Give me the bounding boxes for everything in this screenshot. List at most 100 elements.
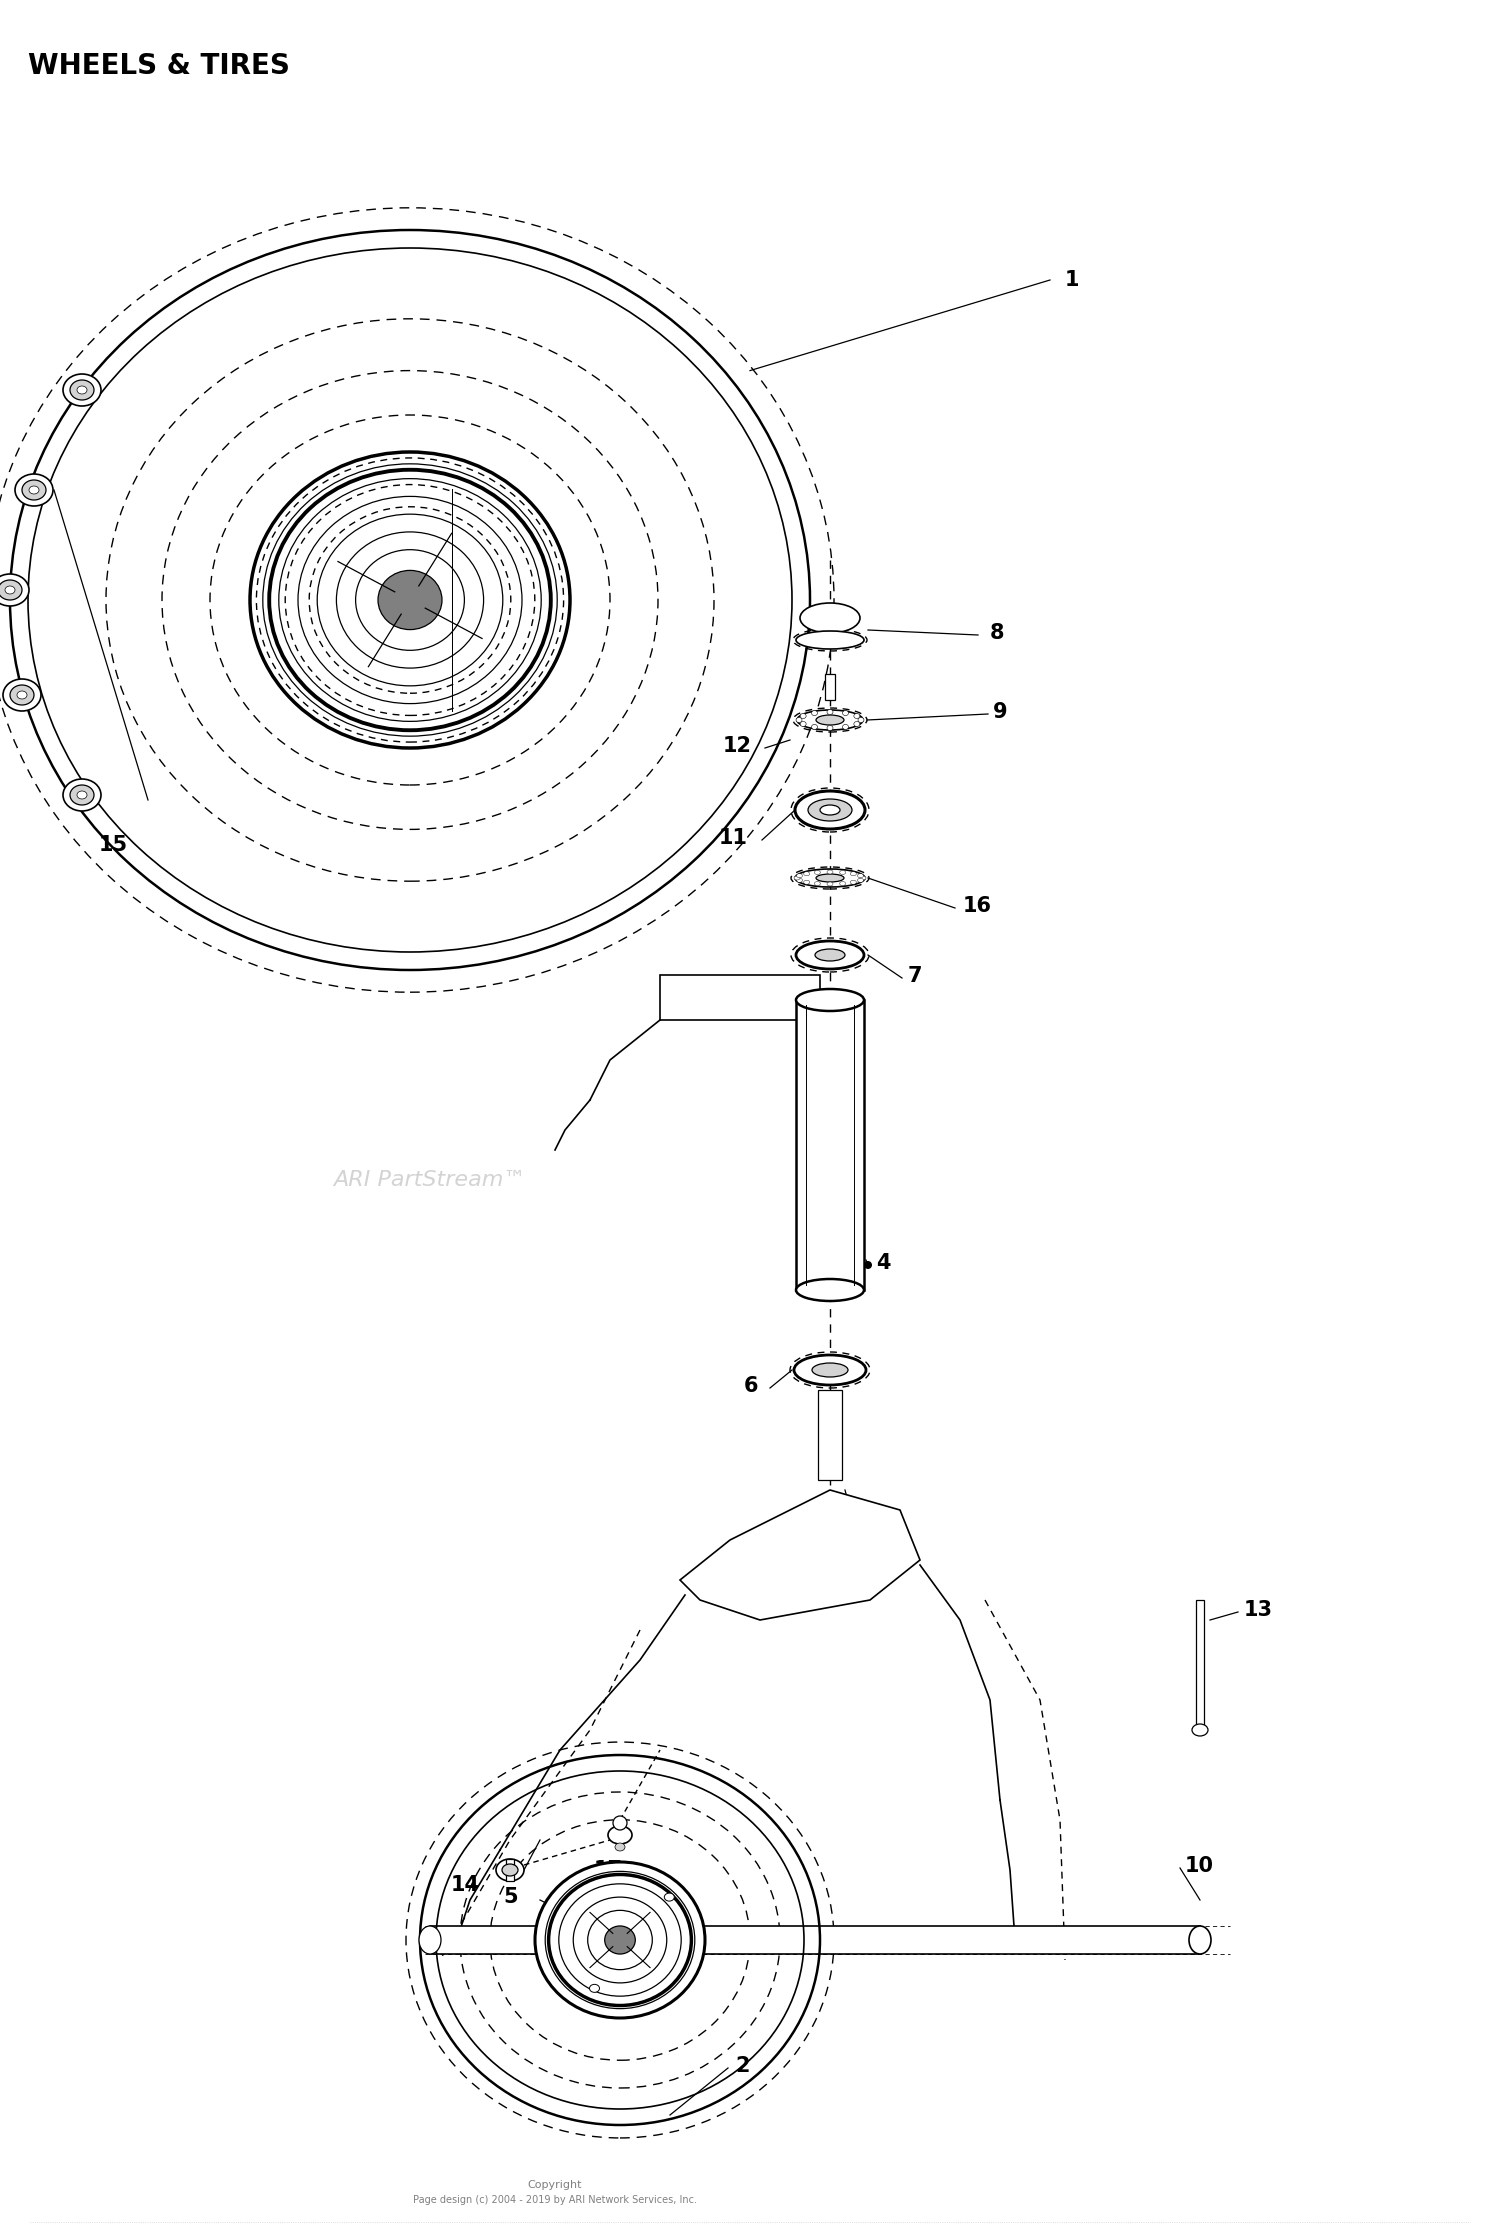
Text: ARI PartStream™: ARI PartStream™ xyxy=(333,1170,526,1191)
Text: 4: 4 xyxy=(876,1253,891,1273)
Ellipse shape xyxy=(794,875,800,880)
Ellipse shape xyxy=(858,873,864,877)
Ellipse shape xyxy=(840,882,846,886)
Text: 1: 1 xyxy=(1065,271,1080,291)
Ellipse shape xyxy=(608,1826,631,1844)
Ellipse shape xyxy=(843,712,849,716)
Ellipse shape xyxy=(1192,1723,1208,1737)
Ellipse shape xyxy=(796,877,802,882)
Bar xyxy=(430,1927,1200,1954)
Ellipse shape xyxy=(796,873,802,877)
Ellipse shape xyxy=(1190,1927,1210,1954)
Ellipse shape xyxy=(840,871,846,875)
Ellipse shape xyxy=(16,692,27,698)
Text: 5: 5 xyxy=(504,1887,518,1907)
Bar xyxy=(825,674,836,700)
Text: 7: 7 xyxy=(908,967,922,987)
Ellipse shape xyxy=(800,602,859,633)
Text: 11: 11 xyxy=(718,828,748,848)
Ellipse shape xyxy=(496,1860,523,1880)
Ellipse shape xyxy=(859,875,865,880)
Ellipse shape xyxy=(812,712,818,716)
Ellipse shape xyxy=(821,806,840,815)
Ellipse shape xyxy=(796,989,864,1012)
Ellipse shape xyxy=(858,718,864,723)
Text: 6: 6 xyxy=(744,1376,758,1397)
Ellipse shape xyxy=(590,1985,600,1992)
Ellipse shape xyxy=(63,374,100,405)
Ellipse shape xyxy=(503,1864,518,1875)
Ellipse shape xyxy=(70,380,94,401)
Ellipse shape xyxy=(850,873,856,875)
Ellipse shape xyxy=(853,714,859,718)
Text: 3: 3 xyxy=(871,1553,886,1573)
Text: 15: 15 xyxy=(99,835,128,855)
Ellipse shape xyxy=(63,779,100,810)
Ellipse shape xyxy=(604,1927,636,1954)
Ellipse shape xyxy=(827,709,833,714)
Bar xyxy=(796,1000,864,1289)
Text: 14: 14 xyxy=(452,1875,480,1896)
Ellipse shape xyxy=(815,882,821,886)
Ellipse shape xyxy=(827,882,833,886)
Ellipse shape xyxy=(796,718,802,723)
Ellipse shape xyxy=(28,486,39,495)
Ellipse shape xyxy=(804,880,810,884)
Ellipse shape xyxy=(615,1844,626,1851)
Text: 16: 16 xyxy=(963,895,992,915)
Ellipse shape xyxy=(3,678,40,712)
Ellipse shape xyxy=(22,479,46,499)
Text: 17: 17 xyxy=(594,1860,622,1880)
Ellipse shape xyxy=(251,452,570,747)
Ellipse shape xyxy=(76,790,87,799)
Text: 10: 10 xyxy=(1185,1855,1214,1875)
Ellipse shape xyxy=(10,685,34,705)
Ellipse shape xyxy=(0,580,22,600)
Ellipse shape xyxy=(800,714,806,718)
Text: 12: 12 xyxy=(723,736,752,756)
Ellipse shape xyxy=(812,1363,847,1376)
Ellipse shape xyxy=(812,725,818,730)
Ellipse shape xyxy=(804,873,810,875)
Ellipse shape xyxy=(853,721,859,727)
Ellipse shape xyxy=(800,721,806,727)
Text: 8: 8 xyxy=(990,622,1005,642)
Text: Copyright: Copyright xyxy=(528,2180,582,2191)
Ellipse shape xyxy=(827,725,833,730)
Text: 9: 9 xyxy=(993,703,1008,723)
Ellipse shape xyxy=(76,385,87,394)
Text: WHEELS & TIRES: WHEELS & TIRES xyxy=(28,51,290,81)
Ellipse shape xyxy=(816,714,844,725)
Text: Page design (c) 2004 - 2019 by ARI Network Services, Inc.: Page design (c) 2004 - 2019 by ARI Netwo… xyxy=(413,2195,698,2204)
Ellipse shape xyxy=(796,709,862,730)
Ellipse shape xyxy=(70,786,94,806)
Text: 2: 2 xyxy=(735,2057,750,2077)
Ellipse shape xyxy=(664,1893,675,1900)
Ellipse shape xyxy=(419,1927,441,1954)
Ellipse shape xyxy=(808,799,852,821)
Ellipse shape xyxy=(795,868,865,886)
Ellipse shape xyxy=(796,1278,864,1300)
Ellipse shape xyxy=(796,940,864,969)
Ellipse shape xyxy=(827,871,833,875)
Bar xyxy=(1196,1600,1204,1730)
Ellipse shape xyxy=(4,586,15,593)
Ellipse shape xyxy=(15,474,52,506)
Polygon shape xyxy=(680,1491,920,1620)
Ellipse shape xyxy=(815,949,844,960)
Text: 13: 13 xyxy=(1244,1600,1274,1620)
Polygon shape xyxy=(660,976,840,1021)
Ellipse shape xyxy=(815,871,821,875)
Ellipse shape xyxy=(796,631,864,649)
Ellipse shape xyxy=(378,571,442,629)
Ellipse shape xyxy=(795,790,865,828)
Bar xyxy=(506,1860,515,1880)
Ellipse shape xyxy=(816,875,844,882)
Ellipse shape xyxy=(536,1862,705,2019)
Ellipse shape xyxy=(0,573,28,606)
Ellipse shape xyxy=(843,725,849,730)
Ellipse shape xyxy=(794,1354,865,1385)
Bar xyxy=(818,1390,842,1479)
Ellipse shape xyxy=(858,877,864,882)
Ellipse shape xyxy=(614,1815,627,1831)
